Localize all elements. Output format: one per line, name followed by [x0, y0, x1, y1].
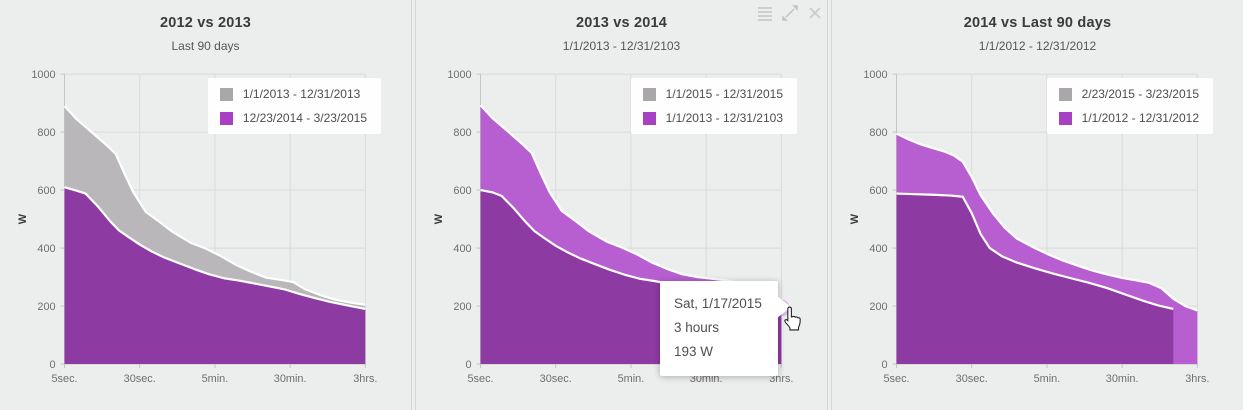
svg-text:400: 400: [869, 243, 887, 255]
legend-item[interactable]: 1/1/2013 - 12/31/2103: [642, 111, 783, 125]
svg-text:400: 400: [453, 243, 471, 255]
chart-subtitle: Last 90 days: [171, 39, 240, 53]
chart-title: 2014 vs Last 90 days: [963, 15, 1112, 31]
legend-label: 1/1/2013 - 12/31/2103: [665, 111, 783, 125]
legend-swatch-purple: [642, 111, 656, 125]
svg-text:0: 0: [50, 359, 56, 371]
menu-icon[interactable]: [757, 5, 773, 21]
chart-title: 2013 vs 2014: [575, 15, 668, 31]
chart-header: 2013 vs 2014 1/1/2013 - 12/31/2103: [416, 0, 827, 60]
legend-swatch-purple: [1058, 111, 1072, 125]
svg-text:W: W: [433, 213, 445, 224]
legend-swatch-gray: [642, 87, 656, 101]
svg-text:W: W: [17, 213, 29, 224]
svg-text:30sec.: 30sec.: [124, 373, 156, 385]
svg-text:200: 200: [453, 301, 471, 313]
svg-text:5sec.: 5sec.: [883, 373, 909, 385]
legend-item[interactable]: 12/23/2014 - 3/23/2015: [219, 111, 367, 125]
chart-legend: 1/1/2013 - 12/31/2013 12/23/2014 - 3/23/…: [207, 78, 381, 134]
legend-item[interactable]: 1/1/2013 - 12/31/2013: [219, 87, 367, 101]
power-curve-chart[interactable]: 0 200 400 600 800 1000 5sec. 30sec. 5min. 30min. 3…: [0, 60, 411, 400]
chart-tooltip: Sat, 1/17/2015 3 hours 193 W: [660, 281, 791, 376]
svg-text:600: 600: [869, 185, 887, 197]
svg-text:30sec.: 30sec.: [956, 373, 988, 385]
chart-panel-2014-vs-last-90-days: 2014 vs Last 90 days 1/1/2012 - 12/31/20…: [831, 0, 1243, 410]
svg-text:5min.: 5min.: [618, 373, 645, 385]
tooltip-date: Sat, 1/17/2015: [674, 296, 762, 311]
svg-text:800: 800: [869, 127, 887, 139]
legend-item[interactable]: 1/1/2015 - 12/31/2015: [642, 87, 783, 101]
tooltip-duration: 3 hours: [674, 320, 720, 335]
svg-text:5sec.: 5sec.: [467, 373, 493, 385]
chart-title: 2012 vs 2013: [159, 15, 252, 31]
chart-panel-2013-vs-2014: 2013 vs 2014 1/1/2013 - 12/31/2103 0 200 4…: [415, 0, 828, 410]
legend-label: 2/23/2015 - 3/23/2015: [1081, 87, 1199, 101]
chart-subtitle: 1/1/2013 - 12/31/2103: [562, 39, 681, 53]
svg-text:1000: 1000: [447, 69, 471, 81]
svg-text:200: 200: [37, 301, 55, 313]
chart-subtitle: 1/1/2012 - 12/31/2012: [978, 39, 1097, 53]
close-icon[interactable]: [807, 5, 823, 21]
svg-text:30min.: 30min.: [274, 373, 307, 385]
legend-swatch-gray: [219, 87, 233, 101]
svg-text:3hrs.: 3hrs.: [353, 373, 377, 385]
legend-swatch-gray: [1058, 87, 1072, 101]
svg-text:5min.: 5min.: [202, 373, 229, 385]
svg-text:30min.: 30min.: [1106, 373, 1139, 385]
svg-text:0: 0: [882, 359, 888, 371]
svg-text:0: 0: [466, 359, 472, 371]
tooltip-power: 193 W: [674, 344, 714, 359]
svg-text:600: 600: [453, 185, 471, 197]
legend-label: 12/23/2014 - 3/23/2015: [242, 111, 367, 125]
svg-text:1000: 1000: [863, 69, 887, 81]
chart-legend: 2/23/2015 - 3/23/2015 1/1/2012 - 12/31/2…: [1046, 78, 1213, 134]
svg-text:3hrs.: 3hrs.: [1185, 373, 1209, 385]
hand-pointer-cursor: [784, 306, 801, 331]
svg-text:5sec.: 5sec.: [51, 373, 77, 385]
legend-label: 1/1/2012 - 12/31/2012: [1081, 111, 1199, 125]
svg-text:200: 200: [869, 301, 887, 313]
chart-legend: 1/1/2015 - 12/31/2015 1/1/2013 - 12/31/2…: [630, 78, 797, 134]
svg-text:800: 800: [37, 127, 55, 139]
chart-header: 2014 vs Last 90 days 1/1/2012 - 12/31/20…: [832, 0, 1243, 60]
legend-label: 1/1/2013 - 12/31/2013: [242, 87, 361, 101]
svg-text:5min.: 5min.: [1034, 373, 1061, 385]
svg-text:600: 600: [37, 185, 55, 197]
svg-text:800: 800: [453, 127, 471, 139]
legend-label: 1/1/2015 - 12/31/2015: [665, 87, 783, 101]
svg-text:400: 400: [37, 243, 55, 255]
svg-text:1000: 1000: [31, 69, 55, 81]
svg-text:30sec.: 30sec.: [540, 373, 572, 385]
chart-toolbar: [757, 5, 823, 21]
legend-swatch-purple: [219, 111, 233, 125]
legend-item[interactable]: 2/23/2015 - 3/23/2015: [1058, 87, 1199, 101]
legend-item[interactable]: 1/1/2012 - 12/31/2012: [1058, 111, 1199, 125]
svg-text:W: W: [849, 213, 861, 224]
expand-icon[interactable]: [782, 5, 798, 21]
chart-panel-2012-vs-2013: 2012 vs 2013 Last 90 days 0 200 400 600 800 1…: [0, 0, 412, 410]
chart-header: 2012 vs 2013 Last 90 days: [0, 0, 411, 60]
